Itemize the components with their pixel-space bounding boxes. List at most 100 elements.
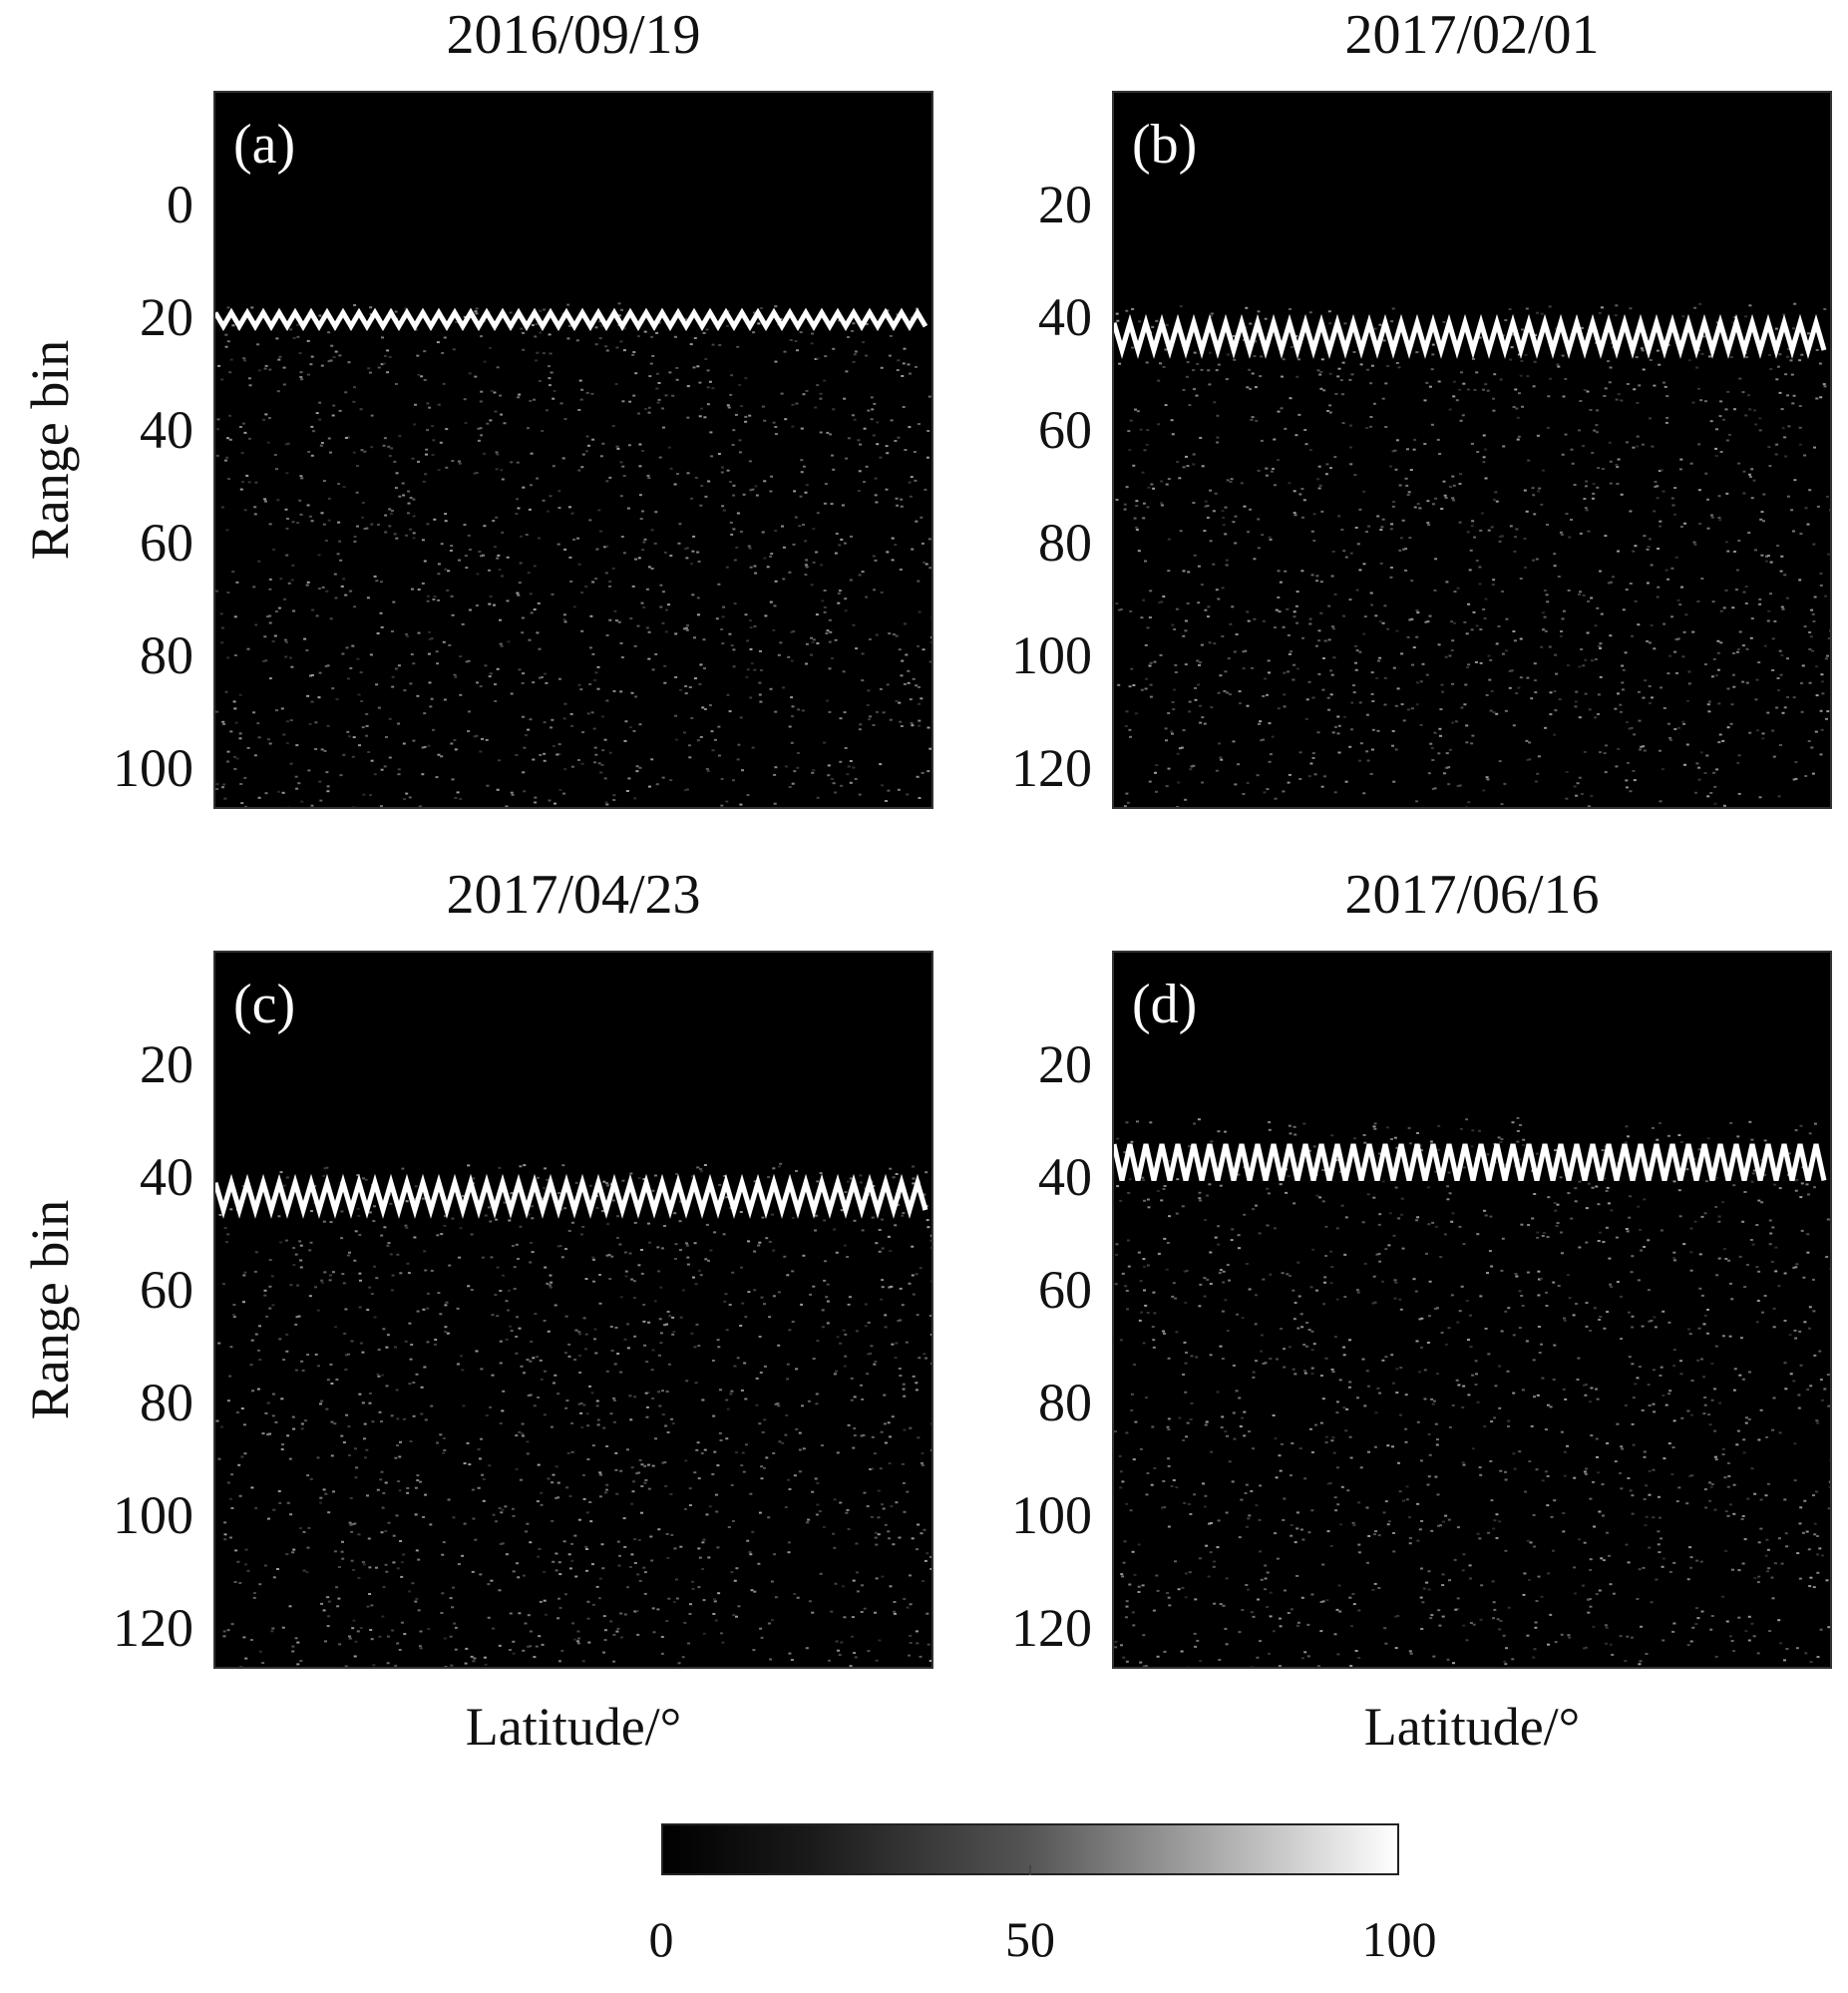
speckle-cell	[348, 1454, 351, 1456]
speckle-cell	[812, 561, 816, 564]
speckle-cell	[398, 435, 402, 438]
speckle-cell	[1517, 435, 1521, 438]
speckle-cell	[365, 724, 369, 727]
speckle-cell	[296, 323, 299, 326]
speckle-cell	[588, 646, 592, 649]
speckle-cell	[341, 1540, 344, 1543]
speckle-cell	[1559, 634, 1563, 637]
speckle-cell	[331, 1271, 335, 1274]
speckle-cell	[1536, 434, 1540, 437]
speckle-cell	[1794, 1266, 1798, 1269]
speckle-cell	[1475, 560, 1479, 562]
speckle-cell	[791, 1270, 795, 1273]
speckle-cell	[1400, 1213, 1404, 1216]
speckle-cell	[289, 719, 293, 722]
speckle-cell	[585, 1569, 588, 1572]
speckle-cell	[1231, 1480, 1235, 1483]
speckle-cell	[757, 322, 761, 325]
speckle-cell	[1515, 528, 1519, 531]
speckle-cell	[1192, 764, 1196, 767]
speckle-cell	[483, 360, 487, 363]
speckle-cell	[638, 465, 642, 468]
speckle-cell	[377, 524, 380, 526]
speckle-cell	[282, 1359, 286, 1362]
speckle-cell	[638, 494, 642, 497]
speckle-cell	[727, 406, 731, 409]
speckle-cell	[1498, 536, 1502, 538]
speckle-cell	[852, 766, 856, 769]
speckle-cell	[554, 1496, 558, 1499]
speckle-cell	[795, 1427, 799, 1430]
speckle-cell	[784, 765, 788, 768]
speckle-cell	[1280, 407, 1284, 410]
speckle-cell	[774, 426, 778, 428]
speckle-cell	[1765, 555, 1769, 558]
speckle-cell	[361, 502, 365, 504]
speckle-cell	[722, 605, 726, 608]
speckle-cell	[835, 1251, 839, 1254]
speckle-cell	[393, 460, 397, 463]
speckle-cell	[396, 1444, 399, 1447]
speckle-cell	[530, 1205, 534, 1208]
speckle-cell	[1185, 1435, 1189, 1438]
speckle-cell	[906, 1490, 910, 1493]
speckle-cell	[1363, 1262, 1367, 1265]
speckle-cell	[786, 1378, 790, 1381]
speckle-cell	[408, 796, 412, 799]
speckle-cell	[1182, 1374, 1186, 1376]
speckle-cell	[748, 414, 752, 417]
speckle-cell	[713, 738, 717, 741]
speckle-cell	[563, 1207, 567, 1210]
speckle-cell	[1513, 639, 1517, 642]
speckle-cell	[1537, 1326, 1541, 1328]
speckle-cell	[215, 454, 219, 457]
speckle-cell	[534, 1313, 538, 1316]
speckle-cell	[398, 1455, 402, 1458]
speckle-cell	[1354, 661, 1357, 664]
speckle-cell	[459, 797, 463, 800]
speckle-cell	[707, 1259, 710, 1262]
speckle-cell	[565, 1486, 569, 1489]
speckle-cell	[847, 1303, 851, 1306]
speckle-cell	[1772, 755, 1776, 758]
speckle-cell	[836, 1336, 840, 1339]
speckle-cell	[1315, 1194, 1319, 1197]
speckle-cell	[479, 685, 483, 688]
speckle-cell	[1390, 320, 1394, 323]
speckle-cell	[535, 359, 538, 362]
speckle-cell	[272, 548, 276, 551]
speckle-cell	[598, 1577, 602, 1580]
speckle-cell	[1283, 705, 1287, 708]
speckle-cell	[811, 771, 815, 774]
speckle-cell	[577, 1637, 580, 1640]
speckle-cell	[1250, 418, 1254, 421]
speckle-cell	[911, 724, 915, 727]
speckle-cell	[852, 623, 856, 626]
speckle-cell	[1502, 445, 1506, 448]
speckle-cell	[869, 1352, 873, 1355]
speckle-cell	[874, 494, 878, 497]
speckle-cell	[1151, 1326, 1155, 1329]
speckle-cell	[1786, 495, 1790, 498]
speckle-cell	[1127, 430, 1131, 433]
speckle-cell	[1332, 656, 1336, 659]
speckle-cell	[581, 1660, 585, 1663]
speckle-cell	[264, 364, 268, 367]
speckle-cell	[1142, 1634, 1146, 1637]
speckle-cell	[494, 683, 497, 686]
speckle-cell	[1284, 427, 1288, 430]
speckle-cell	[223, 1538, 227, 1541]
speckle-cell	[1125, 486, 1129, 489]
speckle-cell	[467, 659, 471, 662]
speckle-cell	[629, 617, 633, 620]
speckle-cell	[794, 516, 798, 519]
speckle-cell	[675, 366, 679, 369]
speckle-cell	[370, 1638, 374, 1641]
speckle-cell	[1466, 531, 1470, 534]
speckle-cell	[616, 1627, 620, 1630]
speckle-cell	[461, 622, 465, 625]
speckle-cell	[274, 610, 278, 612]
speckle-cell	[381, 336, 384, 339]
speckle-cell	[863, 481, 866, 484]
speckle-cell	[348, 735, 351, 738]
